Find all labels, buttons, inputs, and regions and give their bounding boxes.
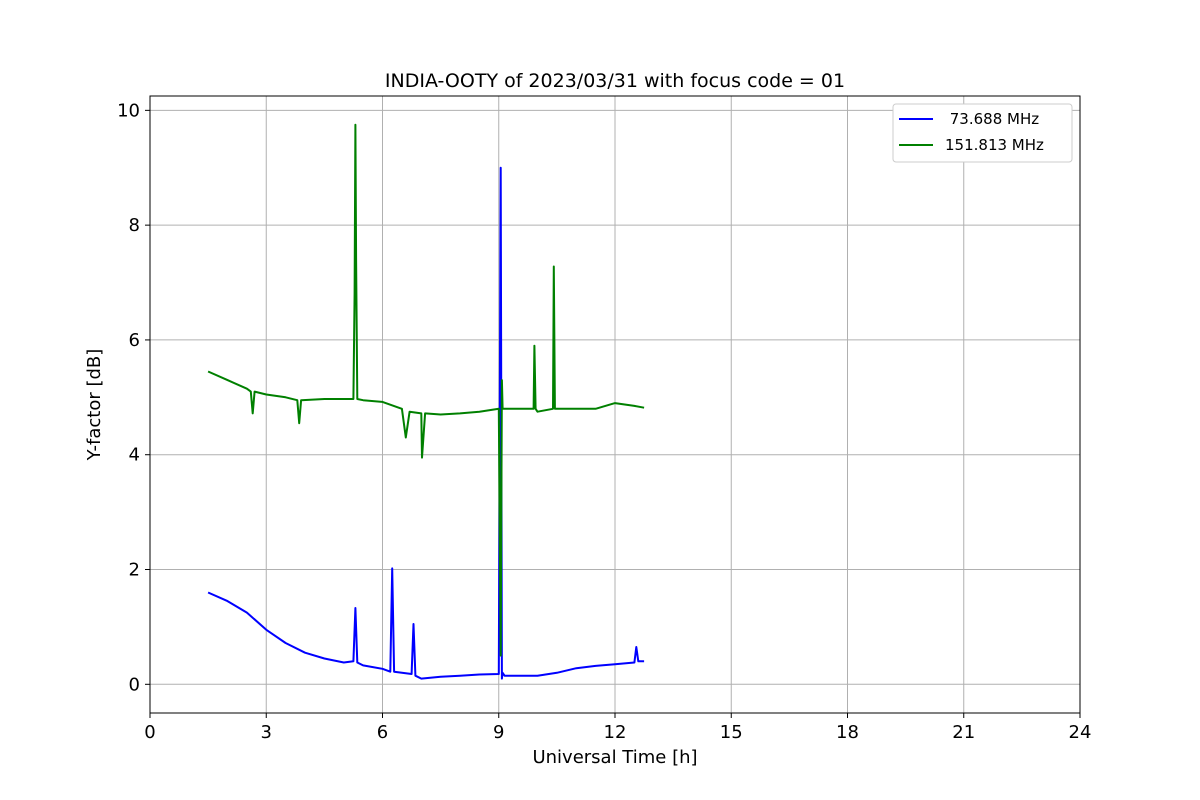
y-tick-label: 8 (129, 215, 140, 236)
x-tick-label: 15 (720, 722, 743, 743)
x-axis-label: Universal Time [h] (532, 747, 697, 768)
x-tick-label: 9 (493, 722, 504, 743)
series-layer (207, 123, 645, 680)
y-tick-label: 4 (129, 445, 140, 466)
chart-title: INDIA-OOTY of 2023/03/31 with focus code… (385, 70, 845, 92)
x-tick-label: 0 (144, 722, 155, 743)
y-tick-label: 2 (129, 560, 140, 581)
x-tick-label: 3 (261, 722, 272, 743)
x-tick-label: 21 (952, 722, 975, 743)
x-tick-label: 24 (1069, 722, 1092, 743)
series-line-2 (207, 123, 645, 657)
legend-box (892, 103, 1073, 163)
x-tick-label: 6 (377, 722, 388, 743)
y-tick-label: 0 (129, 674, 140, 695)
legend-label-series-1: 73.688 MHz (945, 110, 1039, 128)
series-line-1 (207, 166, 645, 680)
legend-label-series-2: 151.813 MHz (945, 136, 1044, 154)
x-tick-label: 12 (604, 722, 627, 743)
legend: 73.688 MHz 151.813 MHz (892, 103, 1073, 163)
x-tick-label: 18 (836, 722, 859, 743)
y-tick-label: 6 (129, 330, 140, 351)
y-tick-label: 10 (117, 100, 140, 121)
y-axis-label: Y-factor [dB] (84, 349, 105, 462)
